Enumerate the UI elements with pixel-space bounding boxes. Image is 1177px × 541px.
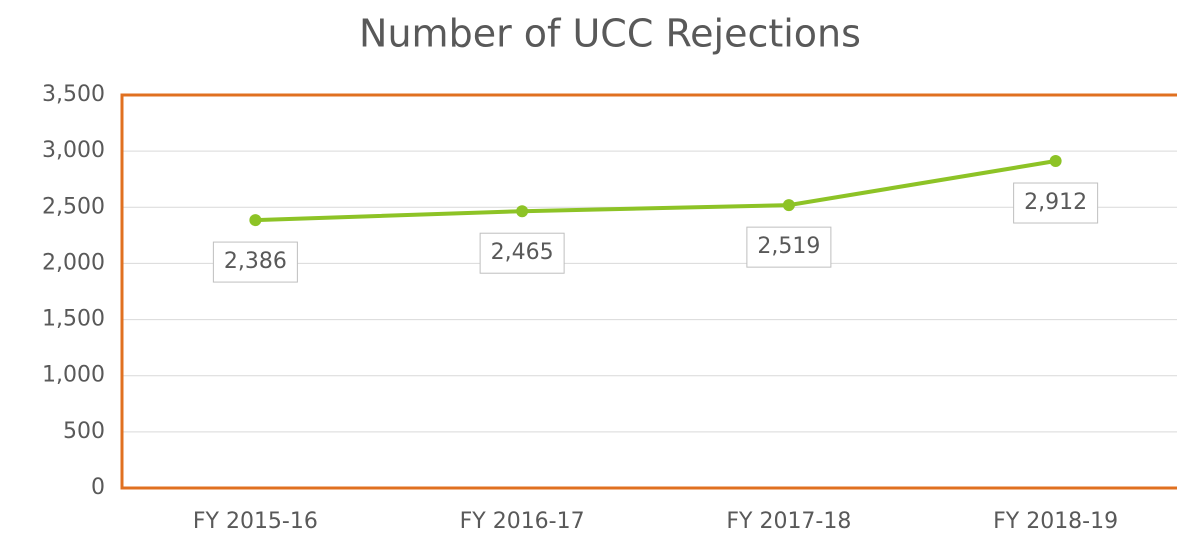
marker: [1049, 155, 1062, 168]
line: [255, 159, 1056, 223]
data-label-box: [746, 226, 832, 268]
x-tick-label: FY 2015-16: [193, 509, 318, 534]
y-tick-label: 1,000: [42, 363, 105, 388]
data-label: 2,912: [1024, 190, 1087, 215]
y-tick-label: 2,000: [42, 250, 105, 275]
marker: [782, 199, 795, 212]
y-tick-label: 2,500: [42, 194, 105, 219]
x-tick-label: FY 2018-19: [993, 509, 1118, 534]
y-tick-label: 500: [63, 419, 105, 444]
data-label: 2,519: [757, 234, 820, 259]
plot-border: [120, 93, 1177, 490]
data-label: 2,465: [491, 240, 554, 265]
marker: [249, 214, 262, 227]
marker: [516, 205, 529, 218]
data-label-box: [479, 232, 565, 274]
data-label: 2,386: [224, 249, 287, 274]
x-tick-label: FY 2016-17: [460, 509, 585, 534]
y-tick-label: 0: [91, 475, 105, 500]
data-label-box: [1013, 182, 1099, 224]
chart-title: Number of UCC Rejections: [359, 12, 861, 56]
data-label-box: [212, 241, 298, 283]
x-tick-label: FY 2017-18: [726, 509, 851, 534]
y-tick-label: 3,500: [42, 82, 105, 107]
y-tick-label: 3,000: [42, 138, 105, 163]
y-tick-label: 1,500: [42, 307, 105, 332]
